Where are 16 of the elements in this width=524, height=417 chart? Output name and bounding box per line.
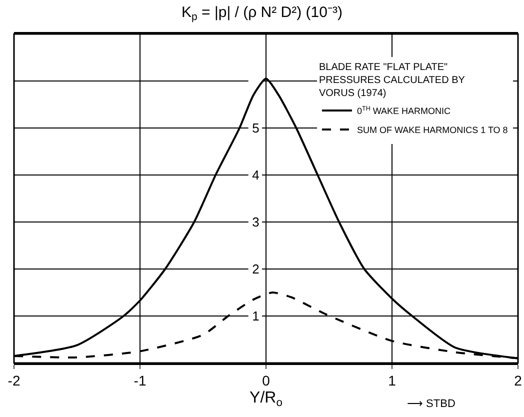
y-tick-label: 5 [252, 120, 260, 136]
y-tick-label: 2 [252, 262, 260, 277]
x-tick-label: 1 [388, 372, 396, 389]
text: ⟶ STBD [407, 398, 456, 410]
y-tick-label: 4 [252, 168, 260, 183]
x-axis-title: Y/R$_{o}$ [250, 390, 282, 410]
chart-title: K$_{p}$ = |p| / (ρ N² D²) (10⁻³) [182, 4, 342, 23]
y-tick-label: 3 [252, 214, 260, 230]
x-tick-label: -1 [134, 372, 146, 389]
x-tick-label: 0 [262, 372, 270, 389]
x-tick-label: -2 [8, 372, 20, 389]
legend-label: SUM OF WAKE HARMONICS 1 TO 8 [356, 125, 508, 136]
legend-title: BLADE RATE "FLAT PLATE" PRESSURES CALCULATED BY VORUS (1974) [318, 62, 466, 100]
x-tick-label: 2 [514, 372, 522, 389]
legend-label: 0$^{TH}$ WAKE HARMONIC [356, 105, 452, 116]
y-tick-label: 1 [252, 308, 260, 324]
